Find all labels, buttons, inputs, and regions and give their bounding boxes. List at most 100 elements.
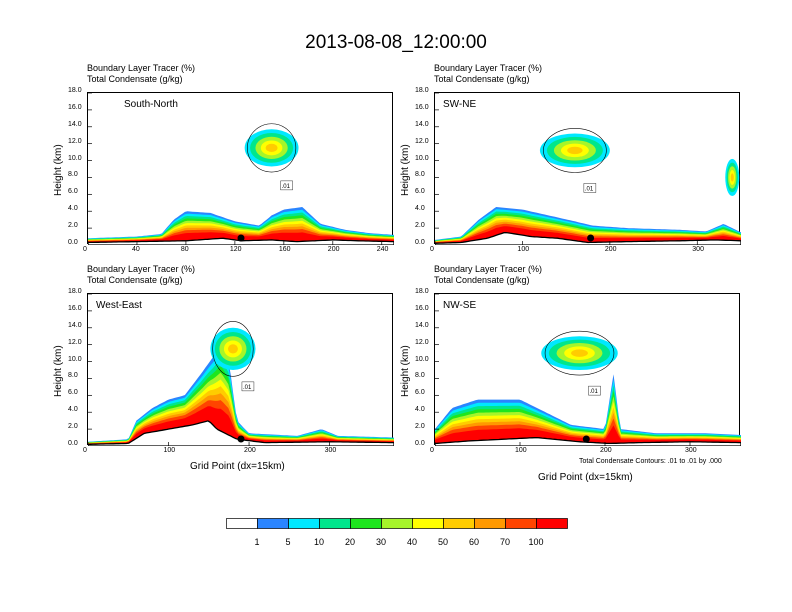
y-tick-label: 14.0 (415, 321, 429, 329)
y-axis-label: Height (km) (53, 144, 64, 196)
y-tick-label: 8.0 (68, 372, 78, 380)
location-marker (237, 435, 245, 443)
x-axis-label-left: Grid Point (dx=15km) (190, 461, 285, 472)
y-tick-label: 10.0 (415, 154, 429, 162)
panel-south-north: .01 South-North (87, 92, 394, 245)
y-tick-label: 6.0 (415, 188, 425, 196)
panel-variable-label: Total Condensate (g/kg) (87, 74, 183, 84)
y-tick-label: 12.0 (415, 338, 429, 346)
figure-title: 2013-08-08_12:00:00 (305, 32, 487, 53)
y-tick-label: 10.0 (68, 154, 82, 162)
colorbar-swatch-3 (319, 518, 351, 529)
x-tick-label: 300 (685, 447, 697, 454)
panel-name: NW-SE (443, 300, 476, 311)
cross-section-plot: .01 SW-NE (435, 93, 741, 245)
colorbar-swatch-7 (443, 518, 475, 529)
y-tick-label: 8.0 (68, 171, 78, 179)
colorbar-label: 5 (285, 537, 291, 547)
condensate-contour (247, 123, 297, 173)
cloud-tracer-0 (244, 129, 299, 167)
cross-section-plot: .01 West-East (88, 294, 394, 446)
y-tick-label: 10.0 (68, 355, 82, 363)
cloud-tracer-0 (541, 336, 618, 370)
y-tick-label: 6.0 (415, 389, 425, 397)
panel-variable-label: Boundary Layer Tracer (%) (434, 264, 543, 274)
y-tick-label: 16.0 (68, 103, 82, 111)
panel-name: West-East (96, 300, 142, 311)
y-tick-label: 14.0 (68, 321, 82, 329)
condensate-contour (212, 321, 254, 377)
location-marker (587, 234, 595, 242)
x-tick-label: 200 (604, 246, 617, 253)
colorbar (226, 518, 568, 529)
x-tick-label: 200 (244, 447, 256, 454)
x-tick-label: 100 (515, 447, 527, 454)
x-tick-label: 300 (692, 246, 704, 253)
x-tick-label: 120 (229, 246, 242, 253)
y-tick-label: 12.0 (415, 137, 429, 145)
panel-west-east: .01 West-East (87, 293, 394, 446)
panel-sw-ne: .01 SW-NE (434, 92, 741, 245)
y-tick-label: 8.0 (415, 171, 425, 179)
cross-section-plot: .01 South-North (88, 93, 394, 245)
y-tick-label: 14.0 (415, 120, 429, 128)
x-tick-label: 0 (83, 447, 87, 454)
y-tick-label: 14.0 (68, 120, 82, 128)
x-tick-label: 100 (517, 246, 530, 253)
y-tick-label: 6.0 (68, 188, 78, 196)
colorbar-label: 60 (469, 537, 480, 547)
y-axis-label: Height (km) (400, 345, 411, 397)
contour-label: .01 (282, 184, 291, 190)
y-tick-label: 18.0 (68, 288, 82, 295)
y-tick-label: 12.0 (68, 137, 82, 145)
x-tick-label: 100 (163, 447, 176, 454)
y-tick-label: 0.0 (415, 440, 425, 447)
x-tick-label: 200 (600, 447, 612, 454)
terrain (435, 436, 741, 446)
y-tick-label: 6.0 (68, 389, 78, 397)
panel-variable-label: Total Condensate (g/kg) (87, 275, 183, 285)
x-tick-label: 80 (180, 246, 189, 253)
contour-label: .01 (590, 389, 599, 395)
contour-label: .01 (243, 385, 252, 391)
panel-variable-label: Total Condensate (g/kg) (434, 275, 530, 285)
panel-variable-label: Boundary Layer Tracer (%) (87, 63, 196, 73)
y-axis-label: Height (km) (400, 144, 411, 196)
colorbar-swatch-1 (257, 518, 289, 529)
colorbar-label: 20 (345, 537, 356, 547)
x-tick-label: 0 (83, 246, 87, 253)
y-axis-label: Height (km) (53, 345, 64, 397)
y-tick-label: 8.0 (415, 372, 425, 380)
colorbar-swatch-6 (412, 518, 444, 529)
y-tick-label: 4.0 (68, 406, 78, 414)
condensate-contour (544, 330, 615, 376)
cloud-tracer-0 (210, 327, 256, 370)
colorbar-label: 100 (528, 537, 544, 547)
y-tick-label: 16.0 (68, 304, 82, 312)
y-tick-label: 12.0 (68, 338, 82, 346)
y-tick-label: 2.0 (68, 423, 78, 431)
contour-note: Total Condensate Contours: .01 to .01 by… (579, 458, 722, 465)
colorbar-swatch-9 (505, 518, 537, 529)
y-tick-label: 0.0 (415, 239, 425, 246)
y-tick-label: 4.0 (415, 205, 425, 213)
x-tick-label: 0 (430, 447, 434, 454)
colorbar-label: 10 (314, 537, 325, 547)
panel-name: South-North (124, 99, 178, 110)
colorbar-label: 1 (254, 537, 260, 547)
y-tick-label: 18.0 (415, 87, 429, 94)
y-tick-label: 18.0 (68, 87, 82, 94)
colorbar-label: 40 (407, 537, 418, 547)
y-tick-label: 16.0 (415, 103, 429, 111)
x-axis-label-right: Grid Point (dx=15km) (538, 472, 633, 483)
location-marker (582, 435, 590, 443)
condensate-contour (543, 128, 607, 173)
y-tick-label: 2.0 (415, 222, 425, 230)
colorbar-swatch-5 (381, 518, 413, 529)
colorbar-label: 30 (376, 537, 387, 547)
y-tick-label: 2.0 (415, 423, 425, 431)
colorbar-swatch-0 (226, 518, 258, 529)
location-marker (237, 234, 245, 242)
panel-variable-label: Total Condensate (g/kg) (434, 74, 530, 84)
panel-name: SW-NE (443, 99, 476, 110)
